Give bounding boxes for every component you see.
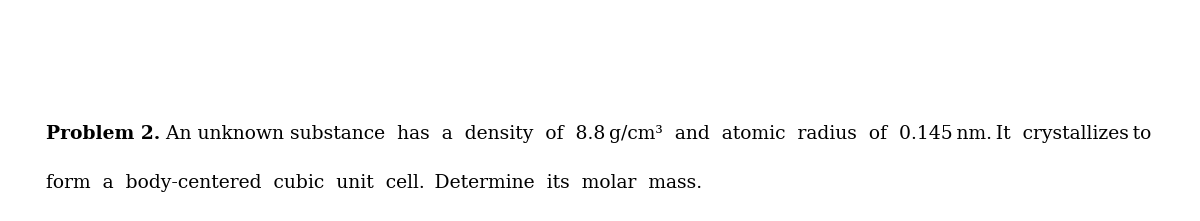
Text: Problem 2.: Problem 2. <box>46 125 160 143</box>
Text: form  a  body-centered  cubic  unit  cell.  Determine  its  molar  mass.: form a body-centered cubic unit cell. De… <box>46 174 702 192</box>
Text: An unknown substance  has  a  density  of  8.8 g/cm³  and  atomic  radius  of  0: An unknown substance has a density of 8.… <box>160 125 1151 143</box>
